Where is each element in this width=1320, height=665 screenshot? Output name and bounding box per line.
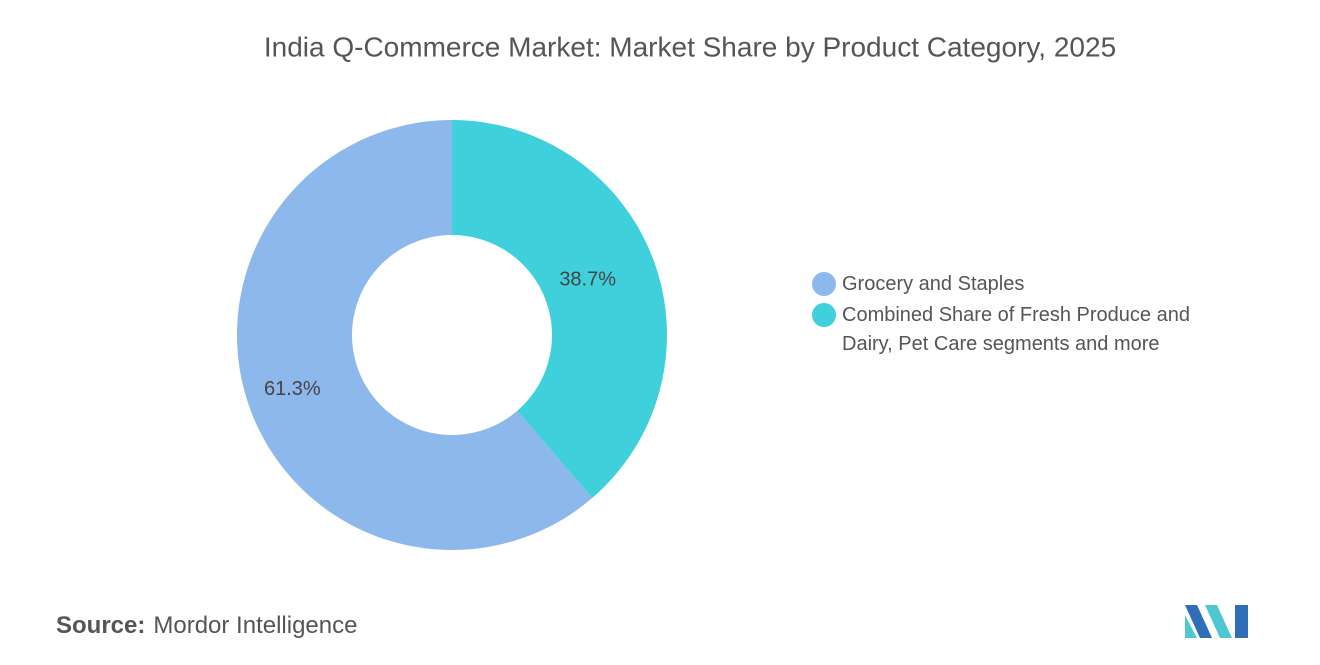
value-label: 61.3% — [264, 378, 321, 400]
legend-item: Combined Share of Fresh Produce and Dair… — [812, 301, 1222, 359]
value-label: 38.7% — [559, 269, 616, 291]
source: Source: Mordor Intelligence — [56, 612, 357, 640]
slice — [452, 120, 667, 499]
legend-label: Combined Share of Fresh Produce and Dair… — [842, 304, 1190, 355]
legend: Grocery and Staples Combined Share of Fre… — [812, 270, 1222, 361]
legend-marker — [812, 303, 836, 327]
source-label: Source: — [56, 612, 146, 639]
logo — [1185, 605, 1248, 638]
legend-label: Grocery and Staples — [842, 273, 1025, 295]
legend-marker — [812, 272, 836, 296]
legend-item: Grocery and Staples — [812, 270, 1222, 299]
slice — [236, 120, 593, 550]
source-name: Mordor Intelligence — [153, 612, 358, 639]
chart-title: India Q-Commerce Market: Market Share by… — [264, 31, 1116, 62]
